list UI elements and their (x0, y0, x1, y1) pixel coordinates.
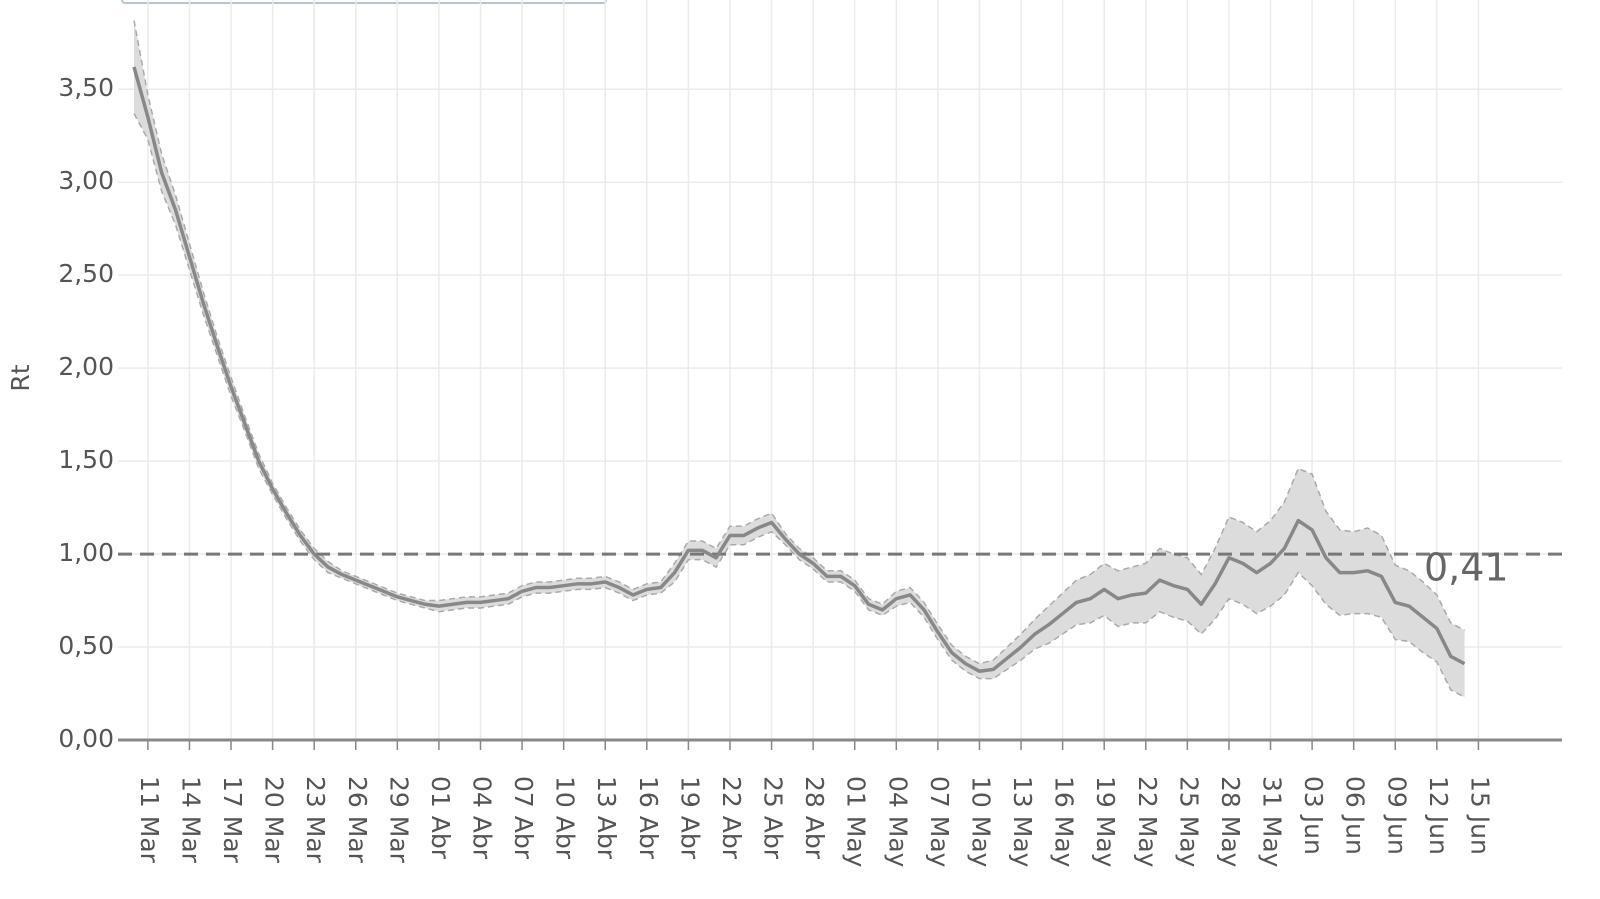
y-tick-label: 1,00 (58, 538, 114, 567)
y-tick-label: 2,00 (58, 352, 114, 381)
x-tick-label: 23 Mar (301, 776, 330, 864)
x-tick-label: 16 Abr (634, 776, 663, 860)
y-tick-label: 3,00 (58, 166, 114, 195)
x-tick-label: 14 Mar (176, 776, 205, 864)
x-tick-label: 16 May (1050, 776, 1079, 868)
band-upper-edge (133, 20, 1465, 665)
x-tick-label: 04 Abr (468, 776, 497, 860)
end-label: 0,41 (1424, 546, 1509, 590)
legend-box-edge (121, 0, 607, 4)
x-tick-label: 19 May (1091, 776, 1120, 868)
x-tick-label: 22 May (1133, 776, 1162, 868)
x-tick-label: 25 May (1174, 776, 1203, 868)
x-tick-label: 07 May (925, 776, 954, 868)
x-tick-label: 09 Jun (1382, 776, 1411, 855)
y-tick-label: 2,50 (58, 259, 114, 288)
x-tick-label: 13 May (1008, 776, 1037, 868)
rt-line (132, 66, 1466, 673)
x-tick-label: 13 Abr (592, 776, 621, 860)
y-tick-label: 0,00 (58, 724, 114, 753)
x-tick-label: 29 Mar (384, 776, 413, 864)
x-tick-label: 03 Jun (1299, 776, 1328, 855)
y-tick-label: 3,50 (58, 73, 114, 102)
x-tick-label: 31 May (1258, 776, 1287, 868)
x-tick-label: 11 Mar (135, 776, 164, 864)
x-tick-label: 07 Abr (509, 776, 538, 860)
y-axis-label: Rt (6, 364, 35, 391)
x-tick-label: 10 Abr (551, 776, 580, 860)
x-tick-label: 19 Abr (675, 776, 704, 860)
x-tick-label: 17 Mar (218, 776, 247, 864)
x-tick-label: 12 Jun (1424, 776, 1453, 855)
x-tick-label: 10 May (966, 776, 995, 868)
x-tick-label: 01 Abr (426, 776, 455, 860)
x-tick-label: 26 Mar (343, 776, 372, 864)
x-tick-label: 28 Abr (800, 776, 829, 860)
x-tick-label: 04 May (883, 776, 912, 868)
y-tick-label: 1,50 (58, 445, 114, 474)
x-tick-label: 25 Abr (759, 776, 788, 860)
y-tick-label: 0,50 (58, 631, 114, 660)
confidence-band (134, 20, 1465, 698)
x-tick-label: 01 May (842, 776, 871, 868)
x-tick-label: 20 Mar (260, 776, 289, 864)
x-tick-label: 28 May (1216, 776, 1245, 868)
x-tick-label: 06 Jun (1341, 776, 1370, 855)
x-tick-label: 22 Abr (717, 776, 746, 860)
x-tick-label: 15 Jun (1465, 776, 1494, 855)
band-lower-edge (133, 113, 1465, 698)
